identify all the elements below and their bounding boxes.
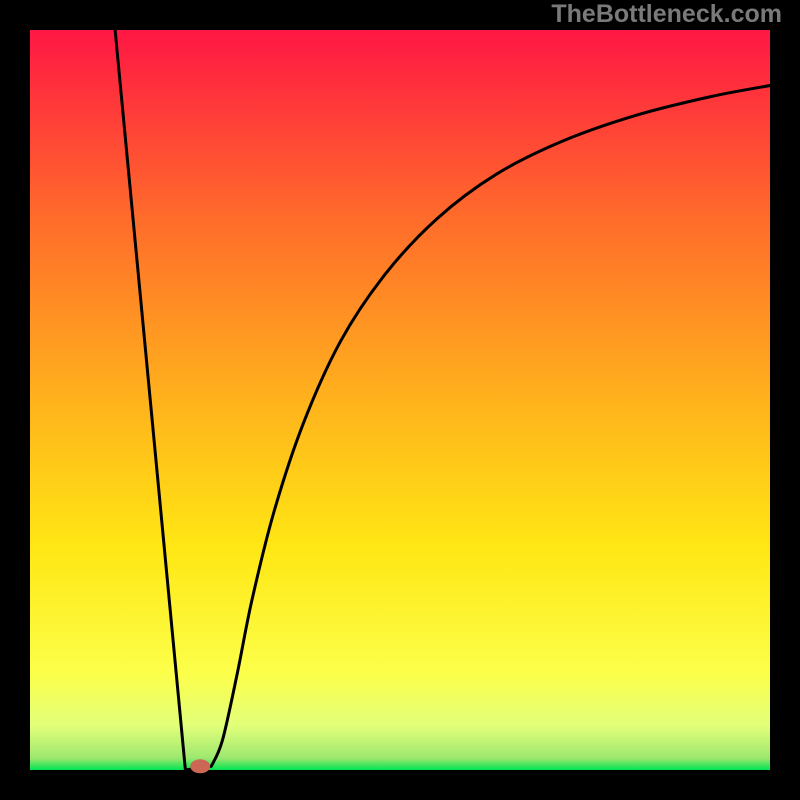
watermark-text: TheBottleneck.com xyxy=(551,0,782,28)
plot-background xyxy=(30,30,770,770)
sweet-spot-marker xyxy=(190,759,210,773)
